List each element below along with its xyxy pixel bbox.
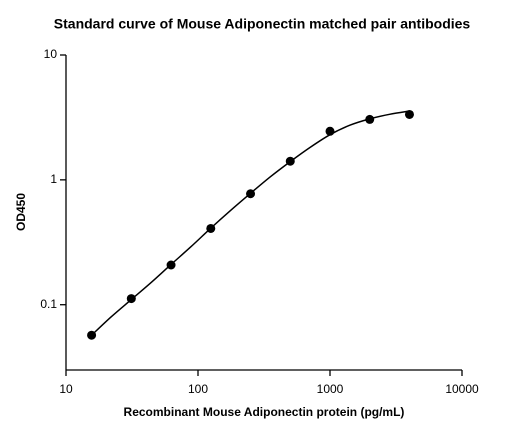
x-tick-label: 10000 (445, 382, 479, 396)
y-tick-label: 1 (50, 172, 57, 186)
x-tick-label: 10 (59, 382, 73, 396)
chart-title: Standard curve of Mouse Adiponectin matc… (54, 16, 471, 32)
y-tick-label: 0.1 (40, 297, 57, 311)
data-point (166, 260, 176, 270)
data-point (126, 294, 136, 304)
y-tick-label: 10 (44, 47, 58, 61)
data-point (404, 109, 414, 119)
x-axis-label: Recombinant Mouse Adiponectin protein (p… (124, 405, 405, 419)
x-tick-label: 1000 (317, 382, 344, 396)
data-point (365, 114, 375, 124)
x-tick-label: 100 (188, 382, 208, 396)
data-point (285, 156, 295, 166)
fit-curve (91, 110, 410, 336)
data-point (246, 189, 256, 199)
data-point (206, 223, 216, 233)
data-point (325, 126, 335, 136)
data-point (87, 330, 97, 340)
y-axis-label: OD450 (14, 193, 28, 231)
